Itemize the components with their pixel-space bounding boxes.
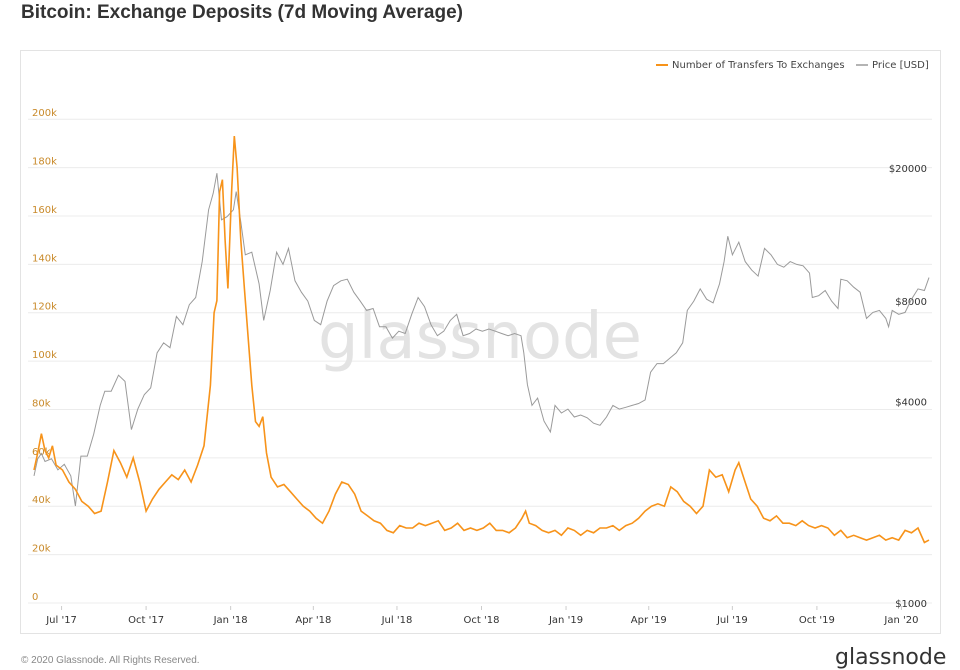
watermark: glassnode <box>318 300 642 374</box>
x-tick-label: Jul '17 <box>45 615 77 626</box>
left-tick-label: 40k <box>32 495 51 506</box>
x-tick-label: Apr '18 <box>295 615 331 626</box>
x-tick-label: Oct '17 <box>128 615 164 626</box>
x-axis: Jul '17 Oct '17 Jan '18 Apr '18 Jul '18 Oct '… <box>45 606 918 626</box>
brand-logo: glassnode <box>835 645 947 670</box>
legend-label-deposits[interactable]: Number of Transfers To Exchanges <box>672 60 845 71</box>
x-tick-label: Oct '18 <box>464 615 500 626</box>
left-tick-label: 100k <box>32 350 57 361</box>
grid-lines <box>28 118 932 604</box>
left-tick-label: 120k <box>32 302 57 313</box>
right-tick-label: $20000 <box>889 164 927 175</box>
x-tick-label: Apr '19 <box>631 615 667 626</box>
page-title: Bitcoin: Exchange Deposits (7d Moving Av… <box>21 2 464 23</box>
x-tick-label: Jan '20 <box>883 615 918 626</box>
x-tick-label: Jul '18 <box>381 615 413 626</box>
left-tick-label: 200k <box>32 108 57 119</box>
chart-frame <box>20 50 941 634</box>
series-line-deposits <box>33 136 930 544</box>
left-tick-label: 140k <box>32 253 57 264</box>
right-tick-label: $8000 <box>895 297 927 308</box>
copyright-text: © 2020 Glassnode. All Rights Reserved. <box>21 655 200 666</box>
x-tick-label: Jan '19 <box>548 615 583 626</box>
left-tick-label: 80k <box>32 398 51 409</box>
left-tick-label: 0 <box>32 592 38 603</box>
left-tick-label: 160k <box>32 205 57 216</box>
left-axis: 0 20k 40k 60k 80k 100k 120k 140k 160k 180k 200k <box>32 108 57 603</box>
x-tick-label: Oct '19 <box>799 615 835 626</box>
series-line-price <box>33 173 930 507</box>
legend-label-price[interactable]: Price [USD] <box>872 60 929 71</box>
left-tick-label: 180k <box>32 157 57 168</box>
x-tick-label: Jan '18 <box>213 615 248 626</box>
right-axis: $1000 $4000 $8000 $20000 <box>889 164 927 610</box>
x-tick-label: Jul '19 <box>716 615 748 626</box>
left-tick-label: 20k <box>32 544 51 555</box>
right-tick-label: $4000 <box>895 398 927 409</box>
right-tick-label: $1000 <box>895 599 927 610</box>
legend[interactable]: Number of Transfers To Exchanges Price [… <box>656 60 929 71</box>
left-tick-label: 60k <box>32 447 51 458</box>
